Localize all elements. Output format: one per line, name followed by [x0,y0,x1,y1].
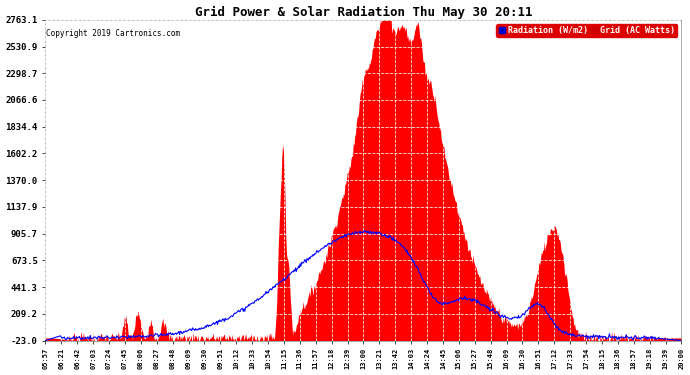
Text: Copyright 2019 Cartronics.com: Copyright 2019 Cartronics.com [46,29,180,38]
Title: Grid Power & Solar Radiation Thu May 30 20:11: Grid Power & Solar Radiation Thu May 30 … [195,6,532,19]
Legend: Radiation (W/m2), Grid (AC Watts): Radiation (W/m2), Grid (AC Watts) [496,24,678,37]
